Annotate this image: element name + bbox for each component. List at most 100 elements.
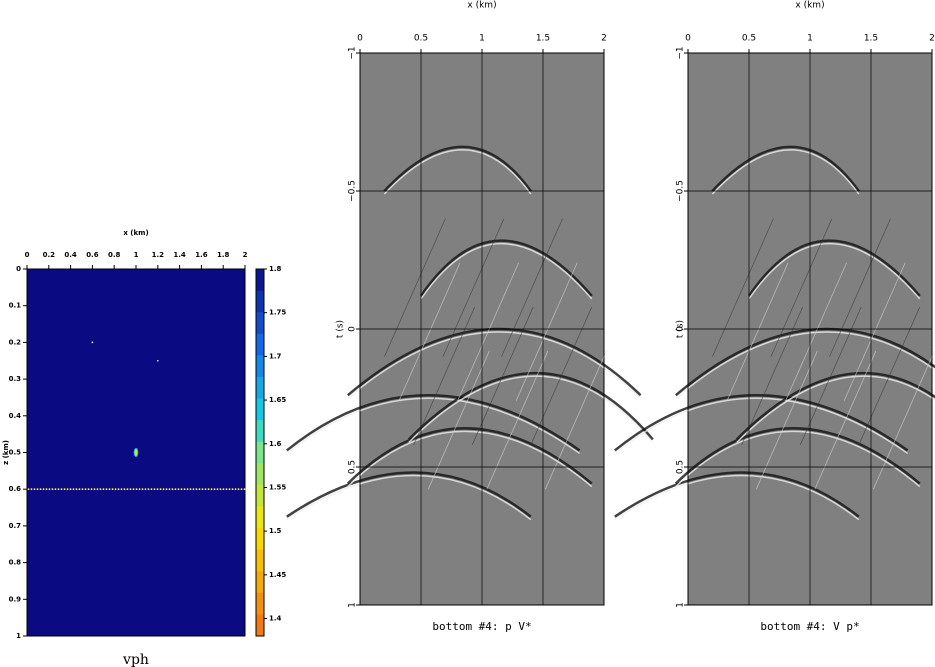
interface-dot bbox=[84, 488, 87, 491]
interface-dot bbox=[111, 488, 114, 491]
interface-dot bbox=[96, 488, 99, 491]
dip-event bbox=[873, 350, 935, 490]
interface-dot bbox=[183, 488, 186, 491]
event-dark bbox=[614, 471, 860, 518]
event-light bbox=[408, 375, 654, 443]
dip-event bbox=[785, 262, 847, 401]
colorbar-tick-label: 1.4 bbox=[269, 615, 282, 623]
y-tick-label: 0 bbox=[676, 326, 686, 332]
colorbar-band bbox=[256, 312, 264, 335]
event-light bbox=[748, 242, 921, 300]
interface-dot bbox=[150, 488, 153, 491]
event-dark bbox=[286, 471, 532, 518]
interface-dot bbox=[102, 488, 105, 491]
interface-dot bbox=[228, 488, 231, 491]
interface-dot bbox=[114, 488, 117, 491]
y-tick-label: 0.1 bbox=[9, 302, 22, 310]
interface-dot bbox=[186, 488, 189, 491]
interface-dot bbox=[42, 488, 45, 491]
interface-dot bbox=[207, 488, 210, 491]
interface-dot bbox=[33, 488, 36, 491]
colorbar-band bbox=[256, 463, 264, 486]
event-dark bbox=[346, 427, 593, 485]
y-tick-label: 0.8 bbox=[9, 559, 22, 567]
dip-event bbox=[471, 306, 534, 446]
dip-event bbox=[770, 218, 833, 357]
colorbar-band bbox=[256, 269, 264, 292]
caption: bottom #4: p V* bbox=[432, 620, 531, 633]
colorbar-tick-label: 1.75 bbox=[269, 309, 286, 317]
interface-dot bbox=[63, 488, 66, 491]
interface-dot bbox=[213, 488, 216, 491]
colorbar-band bbox=[256, 420, 264, 443]
x-tick-label: 1 bbox=[807, 34, 813, 44]
x-tick-label: 1.4 bbox=[173, 251, 186, 259]
colorbar-frame bbox=[255, 268, 265, 637]
interface-dot bbox=[123, 488, 126, 491]
colorbar-band bbox=[256, 549, 264, 572]
x-tick-label: 0.5 bbox=[414, 34, 428, 44]
x-axis-title: x (km) bbox=[123, 229, 148, 237]
interface-dot bbox=[117, 488, 120, 491]
x-tick-label: 2 bbox=[601, 34, 607, 44]
interface-dot bbox=[99, 488, 102, 491]
event-light bbox=[675, 430, 921, 488]
interface-dot bbox=[234, 488, 237, 491]
anomaly bbox=[133, 448, 139, 457]
interface-dot bbox=[147, 488, 150, 491]
interface-dot bbox=[219, 488, 222, 491]
interface-dot bbox=[204, 488, 207, 491]
dip-event bbox=[741, 306, 804, 446]
dip-event bbox=[814, 350, 877, 490]
y-tick-label: 0.6 bbox=[9, 485, 22, 493]
x-tick-label: 2 bbox=[929, 34, 935, 44]
x-tick-label: 0.2 bbox=[43, 251, 56, 259]
interface-dot bbox=[198, 488, 201, 491]
event-light bbox=[286, 474, 532, 521]
x-tick-label: 0 bbox=[25, 251, 30, 259]
y-tick-label: 0.5 bbox=[9, 449, 22, 457]
interface-dot bbox=[75, 488, 78, 491]
event-light bbox=[614, 474, 860, 521]
interface-dot bbox=[27, 488, 30, 491]
interface-dot bbox=[165, 488, 168, 491]
interface-dot bbox=[159, 488, 162, 491]
interface-dot bbox=[108, 488, 111, 491]
interface-dot bbox=[51, 488, 54, 491]
y-tick-label: 1 bbox=[348, 602, 358, 608]
colorbar-tick-label: 1.5 bbox=[269, 527, 282, 535]
interface-dot bbox=[192, 488, 195, 491]
interface-dot bbox=[156, 488, 159, 491]
interface-dot bbox=[162, 488, 165, 491]
x-tick-label: 0 bbox=[685, 34, 691, 44]
y-tick-label: 1 bbox=[16, 632, 21, 640]
event-light bbox=[383, 149, 532, 195]
x-tick-label: 1 bbox=[134, 251, 139, 259]
interface-dot bbox=[177, 488, 180, 491]
y-tick-label: 0.5 bbox=[676, 460, 686, 474]
y-tick-label: 0 bbox=[16, 265, 21, 273]
dip-event bbox=[442, 218, 505, 357]
y-tick-label: −1 bbox=[676, 46, 686, 59]
x-tick-label: 1.2 bbox=[152, 251, 165, 259]
interface-dot bbox=[30, 488, 33, 491]
y-tick-label: 0 bbox=[348, 326, 358, 332]
interface-dot bbox=[90, 488, 93, 491]
colorbar-band bbox=[256, 398, 264, 421]
point bbox=[157, 359, 159, 362]
colorbar-band bbox=[256, 290, 264, 313]
dip-event bbox=[829, 218, 891, 357]
y-tick-label: 0.2 bbox=[9, 338, 22, 346]
x-axis-title: x (km) bbox=[795, 1, 824, 11]
event-dark bbox=[614, 394, 909, 452]
x-axis-title: x (km) bbox=[467, 1, 496, 11]
y-axis-title: t (s) bbox=[336, 320, 346, 338]
interface-dot bbox=[210, 488, 213, 491]
event-light bbox=[420, 242, 593, 300]
event-dark bbox=[747, 239, 921, 297]
event-dark bbox=[735, 371, 935, 441]
dip-event bbox=[858, 306, 921, 446]
y-tick-label: 0.4 bbox=[9, 412, 22, 420]
interface-dot bbox=[141, 488, 144, 491]
